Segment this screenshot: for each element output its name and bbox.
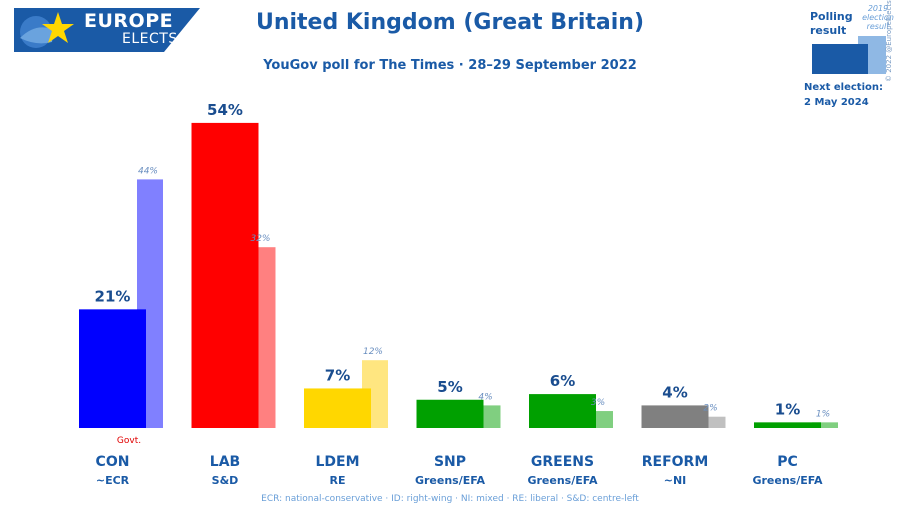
polling-label-con: 21% <box>95 287 131 305</box>
govt-label: Govt. <box>117 436 141 446</box>
party-group-ldem: RE <box>330 474 346 487</box>
polling-label-lab: 54% <box>207 101 243 119</box>
election-label-pc: 1% <box>816 409 830 419</box>
party-name-lab: LAB <box>210 454 240 470</box>
party-group-pc: Greens/EFA <box>752 474 823 487</box>
polling-bar-con <box>79 309 146 428</box>
legend-polling-swatch <box>812 44 868 74</box>
election-label-snp: 4% <box>478 392 492 402</box>
polling-bar-greens <box>529 394 596 428</box>
election-bar-pc <box>812 422 838 428</box>
next-election-date: 2 May 2024 <box>804 97 869 108</box>
party-group-reform: ~NI <box>664 474 687 487</box>
legend-election-label: 2019 election result <box>862 4 894 31</box>
election-bar-reform <box>699 416 726 428</box>
party-name-ldem: LDEM <box>315 454 359 470</box>
next-election: Next election: 2 May 2024 <box>804 80 883 110</box>
polling-label-greens: 6% <box>550 372 575 390</box>
election-label-reform: 2% <box>703 404 717 414</box>
footnote: ECR: national-conservative · ID: right-w… <box>261 494 639 504</box>
party-name-con: CON <box>96 454 130 470</box>
star-icon <box>42 12 74 43</box>
election-label-con: 44% <box>138 166 158 176</box>
polling-label-reform: 4% <box>662 383 687 401</box>
poll-subtitle: YouGov poll for The Times · 28–29 Septem… <box>263 58 637 73</box>
logo-text-europe: EUROPE <box>84 10 174 32</box>
europe-elects-logo: EUROPE ELECTS <box>14 8 200 52</box>
polling-label-pc: 1% <box>775 400 800 418</box>
page-title: United Kingdom (Great Britain) <box>255 10 645 35</box>
polling-bar-pc <box>754 422 821 428</box>
party-name-reform: REFORM <box>642 454 709 470</box>
polling-label-snp: 5% <box>437 378 462 396</box>
election-label-ldem: 12% <box>363 347 383 357</box>
polling-bar-reform <box>641 405 709 428</box>
election-label-lab: 32% <box>250 234 270 244</box>
party-group-greens: Greens/EFA <box>527 474 598 487</box>
polling-bar-lab <box>191 122 259 429</box>
polling-bar-snp <box>416 399 484 428</box>
next-election-label: Next election: <box>804 82 883 93</box>
party-group-snp: Greens/EFA <box>415 474 486 487</box>
polling-label-ldem: 7% <box>325 366 350 384</box>
party-name-pc: PC <box>777 454 798 470</box>
logo-banner <box>14 8 200 52</box>
polling-bar-ldem <box>304 388 371 428</box>
party-group-con: ~ECR <box>96 474 130 487</box>
party-name-greens: GREENS <box>531 454 594 470</box>
election-label-greens: 3% <box>591 398 605 408</box>
party-name-snp: SNP <box>434 454 466 470</box>
party-group-lab: S&D <box>212 474 239 487</box>
legend-polling-label: Polling result <box>810 10 853 37</box>
logo-text-elects: ELECTS <box>122 31 178 47</box>
